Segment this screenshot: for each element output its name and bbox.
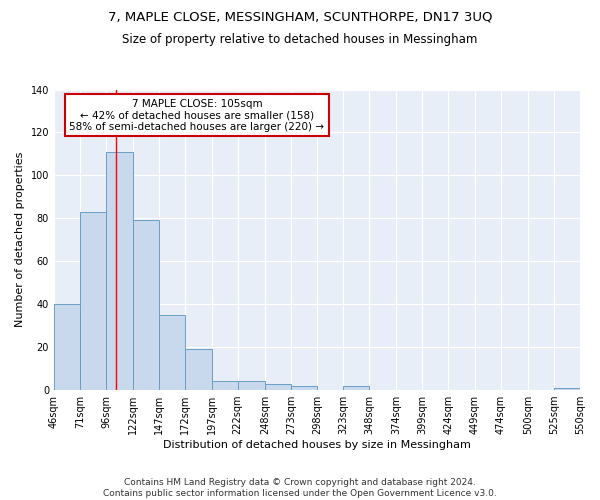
Bar [291, 386, 317, 390]
X-axis label: Distribution of detached houses by size in Messingham: Distribution of detached houses by size … [163, 440, 471, 450]
Bar [133, 220, 160, 390]
Y-axis label: Number of detached properties: Number of detached properties [15, 152, 25, 328]
Bar [80, 212, 106, 390]
Bar [106, 152, 133, 390]
Bar [238, 382, 265, 390]
Bar [54, 304, 80, 390]
Text: Size of property relative to detached houses in Messingham: Size of property relative to detached ho… [122, 32, 478, 46]
Text: Contains HM Land Registry data © Crown copyright and database right 2024.
Contai: Contains HM Land Registry data © Crown c… [103, 478, 497, 498]
Bar [265, 384, 291, 390]
Bar [554, 388, 580, 390]
Text: 7, MAPLE CLOSE, MESSINGHAM, SCUNTHORPE, DN17 3UQ: 7, MAPLE CLOSE, MESSINGHAM, SCUNTHORPE, … [108, 10, 492, 23]
Bar [212, 382, 238, 390]
Bar [160, 315, 185, 390]
Text: 7 MAPLE CLOSE: 105sqm
← 42% of detached houses are smaller (158)
58% of semi-det: 7 MAPLE CLOSE: 105sqm ← 42% of detached … [70, 98, 325, 132]
Bar [185, 350, 212, 390]
Bar [343, 386, 369, 390]
